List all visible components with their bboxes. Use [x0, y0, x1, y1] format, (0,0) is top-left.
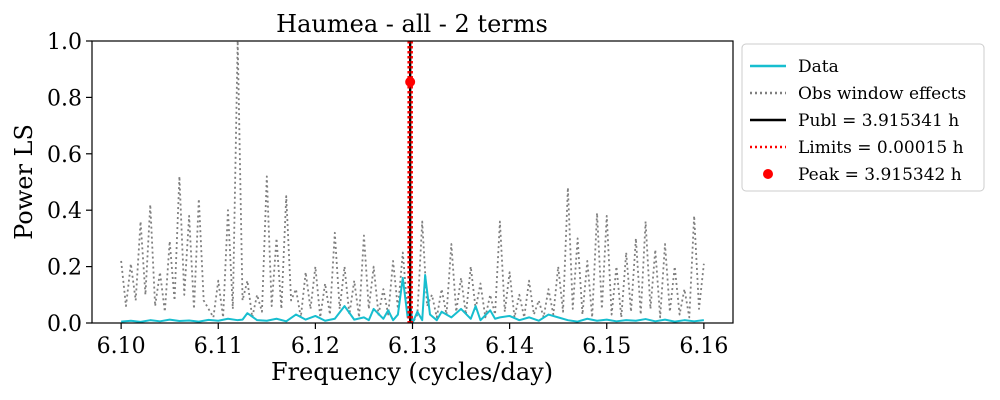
x-tick-label: 6.16: [679, 334, 728, 359]
series-line-obs-window: [120, 40, 705, 324]
x-axis-label: Frequency (cycles/day): [271, 358, 553, 386]
legend-limits: Limits = 0.00015 h: [750, 138, 964, 158]
x-tick-label: 6.10: [97, 334, 146, 359]
x-tick-label: 6.15: [582, 334, 631, 359]
series-line-data: [121, 274, 704, 324]
y-tick-label: 0.6: [47, 143, 82, 168]
data-series: [121, 274, 704, 324]
legend: Data Obs window effects Publ = 3.915341 h L…: [741, 43, 985, 192]
plot-area: [91, 40, 734, 324]
y-axis-ticks: 0.0 0.2 0.4 0.6 0.8 1.0: [47, 30, 92, 337]
obs-window-series: [120, 40, 705, 324]
legend-limits-label: Limits = 0.00015 h: [798, 138, 964, 158]
legend-obs-window: Obs window effects: [750, 84, 966, 104]
x-tick-label: 6.12: [291, 334, 340, 359]
vertical-lines: [407, 41, 413, 323]
x-tick-label: 6.14: [485, 334, 534, 359]
legend-peak-label: Peak = 3.915342 h: [798, 165, 962, 185]
y-tick-label: 0.2: [47, 256, 82, 281]
legend-published: Publ = 3.915341 h: [750, 111, 959, 131]
x-tick-label: 6.11: [194, 334, 243, 359]
peak-point: [405, 76, 416, 87]
legend-data: Data: [750, 57, 839, 77]
peak-markers: [405, 76, 416, 87]
legend-data-label: Data: [798, 57, 839, 77]
x-tick-label: 6.13: [388, 334, 437, 359]
legend-box: [741, 43, 985, 192]
legend-published-label: Publ = 3.915341 h: [798, 111, 959, 131]
legend-peak-swatch: [763, 169, 773, 179]
legend-peak: Peak = 3.915342 h: [763, 165, 962, 185]
y-tick-label: 0.4: [47, 199, 82, 224]
legend-obs-window-label: Obs window effects: [798, 84, 966, 104]
y-tick-label: 0.8: [47, 86, 82, 111]
y-axis-label: Power LS: [10, 124, 38, 240]
y-tick-label: 1.0: [47, 30, 82, 55]
chart-title: Haumea - all - 2 terms: [276, 10, 548, 38]
x-axis-ticks: 6.10 6.11 6.12 6.13 6.14 6.15 6.16: [97, 323, 728, 359]
y-tick-label: 0.0: [47, 312, 82, 337]
